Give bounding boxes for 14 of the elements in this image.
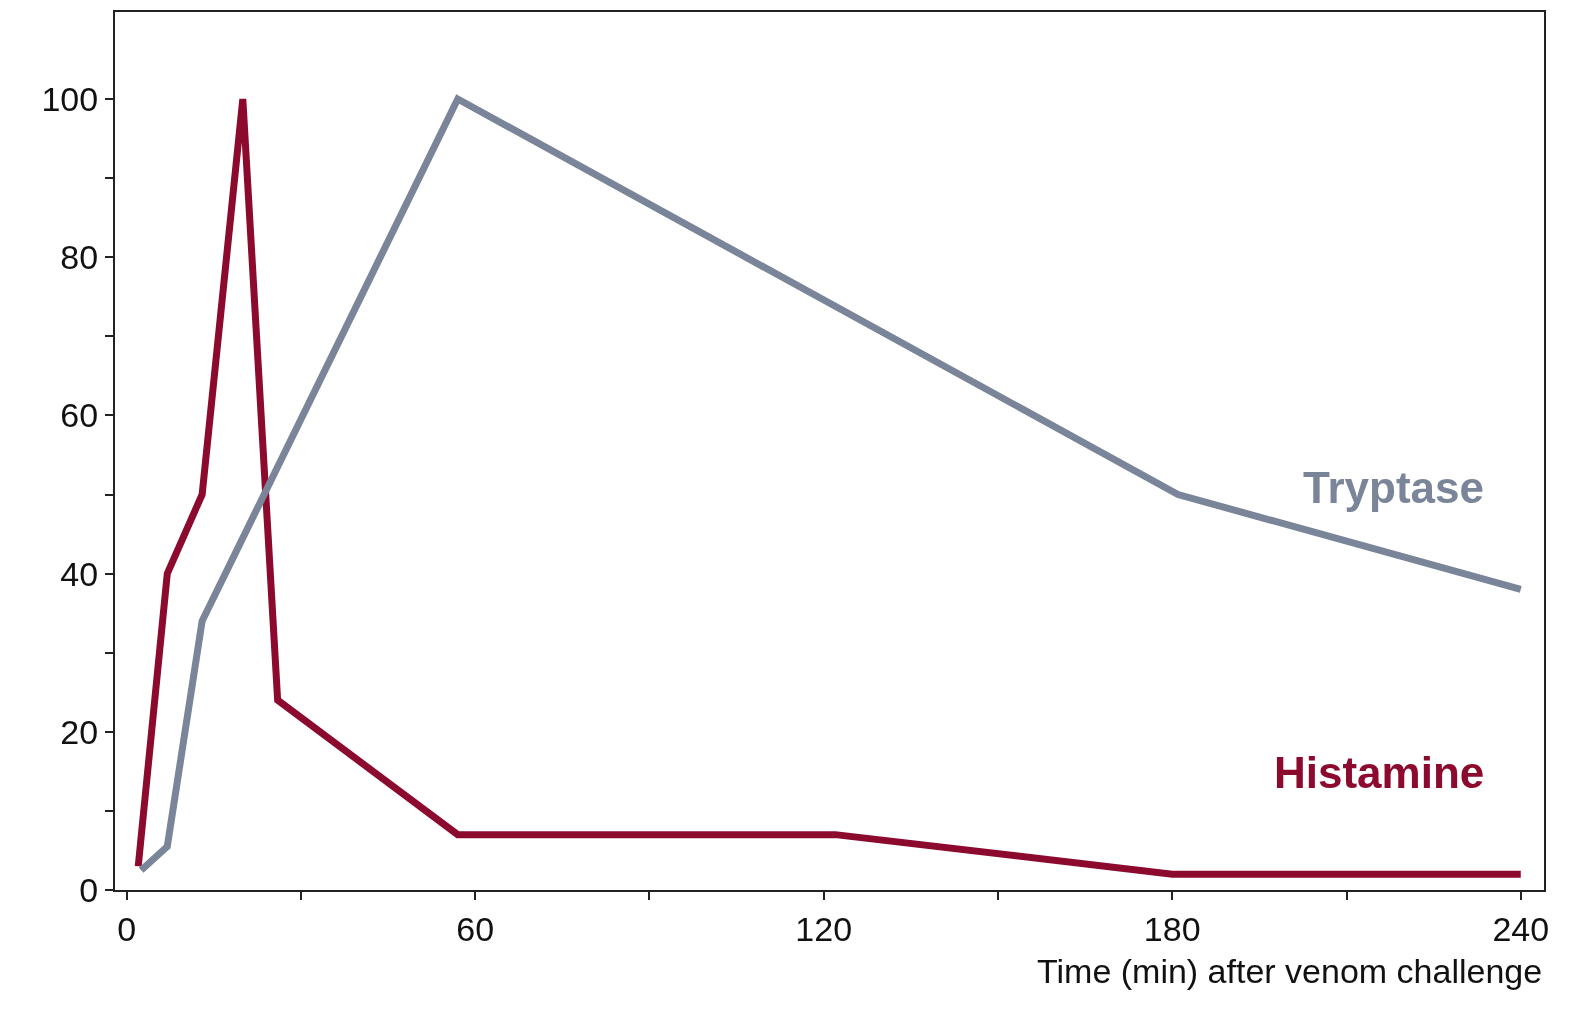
series-label: Tryptase [1303, 463, 1484, 512]
x-tick-label: 240 [1492, 909, 1550, 948]
x-tick-label: 120 [795, 909, 853, 948]
x-tick-label: 0 [117, 909, 137, 948]
x-axis-title: Time (min) after venom challenge [1037, 952, 1543, 990]
x-tick-label: 60 [456, 909, 495, 948]
y-tick-label: 60 [60, 396, 99, 435]
y-tick-label: 20 [60, 712, 99, 751]
series-label: Histamine [1274, 748, 1485, 797]
y-tick-label: 80 [60, 238, 99, 277]
y-tick-label: 0 [79, 870, 99, 909]
y-tick-label: 100 [41, 79, 99, 118]
x-tick-label: 180 [1143, 909, 1201, 948]
y-tick-label: 40 [60, 554, 99, 593]
